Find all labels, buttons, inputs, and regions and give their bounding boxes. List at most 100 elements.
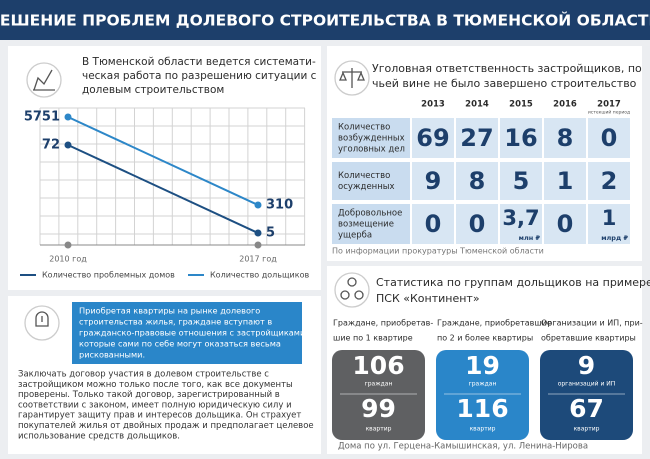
cell-bg <box>544 162 586 200</box>
axis-dot <box>254 241 262 249</box>
cell-bg <box>544 118 586 158</box>
row-label-bg <box>332 204 410 244</box>
row-label: ущерба <box>338 231 372 241</box>
legend-label: Количество проблемных домов <box>42 271 175 280</box>
card-unit: квартир <box>574 426 600 433</box>
cell-value: 8 <box>557 124 574 152</box>
source-note: По информации прокуратуры Тюменской обла… <box>332 247 544 256</box>
card-caption: обретавшие квартиры <box>541 334 636 343</box>
row-label: осужденных <box>338 182 395 192</box>
card-number: 116 <box>456 394 508 423</box>
cell-bg <box>500 162 542 200</box>
card-caption: Организации и ИП, при- <box>541 319 643 328</box>
notice-text: гражданско-правовые отношения с застройщ… <box>79 328 308 338</box>
page-title: РЕШЕНИЕ ПРОБЛЕМ ДОЛЕВОГО СТРОИТЕЛЬСТВА В… <box>0 11 650 30</box>
cell-bg <box>412 118 454 158</box>
card-number: 106 <box>352 351 404 380</box>
card-caption: по 2 и более квартиры <box>437 334 533 343</box>
cell-value: 27 <box>460 124 493 152</box>
year-label: 2014 <box>465 100 489 110</box>
year-label: 2013 <box>421 100 445 110</box>
cell-bg <box>456 204 498 244</box>
point <box>64 141 72 149</box>
row-label-bg <box>332 162 410 200</box>
intro-text: ческая работа по разрешению ситуации с <box>82 70 317 82</box>
cell-value: 69 <box>416 124 449 152</box>
card-unit: квартир <box>470 426 496 433</box>
cell-bg <box>412 204 454 244</box>
data-label: 310 <box>266 198 293 213</box>
cell-value: 0 <box>425 210 442 238</box>
notice-text: рискованными. <box>79 350 145 360</box>
advice-text: застройщиком можно только после того, ка… <box>18 380 293 390</box>
row-label-bg <box>332 118 410 158</box>
advice-text: гарантирует защиту прав и интересов доль… <box>18 411 301 421</box>
cell-unit: млрд ₽ <box>601 234 628 242</box>
data-label: 5 <box>266 226 275 241</box>
section-heading: чьей вине не было завершено строительств… <box>372 77 637 90</box>
advice-text: использование средств дольщиков. <box>18 431 180 441</box>
year-label: 2015 <box>509 100 533 110</box>
notice-box <box>72 302 302 364</box>
groups-footer: Дома по ул. Герцена-Камышинская, ул. Лен… <box>338 442 588 452</box>
card-bg <box>332 350 425 440</box>
header-band <box>0 0 650 40</box>
cell-bg <box>456 118 498 158</box>
row-label: Количество <box>338 171 390 181</box>
card-unit: граждан <box>469 381 497 388</box>
data-label: 5751 <box>24 110 60 125</box>
cell-value: 0 <box>557 210 574 238</box>
card-number: 99 <box>361 394 396 423</box>
row-label: Добровольное <box>338 209 402 219</box>
card-number: 9 <box>578 351 595 380</box>
cell-bg <box>412 162 454 200</box>
legend-label: Количество дольщиков <box>210 271 309 280</box>
cell-value: 0 <box>601 124 618 152</box>
row-label: уголовных дел <box>338 145 405 155</box>
intro-text: В Тюменской области ведется системати- <box>82 56 316 68</box>
cell-bg <box>500 118 542 158</box>
data-label: 72 <box>42 138 60 153</box>
card-caption: Граждане, приобретавшие <box>437 319 552 328</box>
cell-bg <box>544 204 586 244</box>
cell-value: 2 <box>601 167 618 195</box>
section-heading: Статистика по группам дольщиков на приме… <box>376 276 650 289</box>
cell-value: 16 <box>504 124 537 152</box>
cell-value: 3,7 <box>502 206 539 230</box>
cell-unit: млн ₽ <box>519 234 541 242</box>
card-number: 19 <box>465 351 500 380</box>
x-tick-label: 2017 год <box>239 255 277 264</box>
cell-value: 1 <box>602 206 617 230</box>
row-label: возбужденных <box>338 134 405 144</box>
notice-text: Приобретая квартиры на рынке долевого <box>79 306 260 316</box>
cell-value: 1 <box>557 167 574 195</box>
cell-bg <box>456 162 498 200</box>
card-unit: организаций и ИП <box>558 381 616 388</box>
section-heading: ПСК «Континент» <box>376 292 480 305</box>
year-label: 2016 <box>553 100 577 110</box>
row-label: Количество <box>338 123 390 133</box>
cell-bg <box>500 204 542 244</box>
cell-value: 8 <box>469 167 486 195</box>
x-tick-label: 2010 год <box>49 255 87 264</box>
card-unit: граждан <box>365 381 393 388</box>
advice-text: покупателей жилья от двойных продаж и пр… <box>18 421 314 431</box>
card-number: 67 <box>569 394 604 423</box>
advice-text: проверены. Только такой договор, зарегис… <box>18 390 280 400</box>
cell-bg <box>588 162 630 200</box>
card-bg <box>540 350 633 440</box>
card-bg <box>436 350 529 440</box>
icons <box>24 60 370 341</box>
series-line <box>67 144 259 234</box>
year-note: истекший период <box>588 109 630 116</box>
advice-text: соответствии с законом, имеет полную юри… <box>18 400 292 410</box>
panel <box>8 46 321 290</box>
series-line <box>67 116 259 206</box>
notice-text: строительства жилья, граждане вступают в <box>79 317 272 327</box>
card-caption: шие по 1 квартире <box>333 334 413 343</box>
section-heading: Уголовная ответственность застройщиков, … <box>372 62 642 75</box>
cell-bg <box>588 118 630 158</box>
row-label: возмещение <box>338 220 394 230</box>
notice-text: которые сами по себе могут оказаться вес… <box>79 339 281 349</box>
